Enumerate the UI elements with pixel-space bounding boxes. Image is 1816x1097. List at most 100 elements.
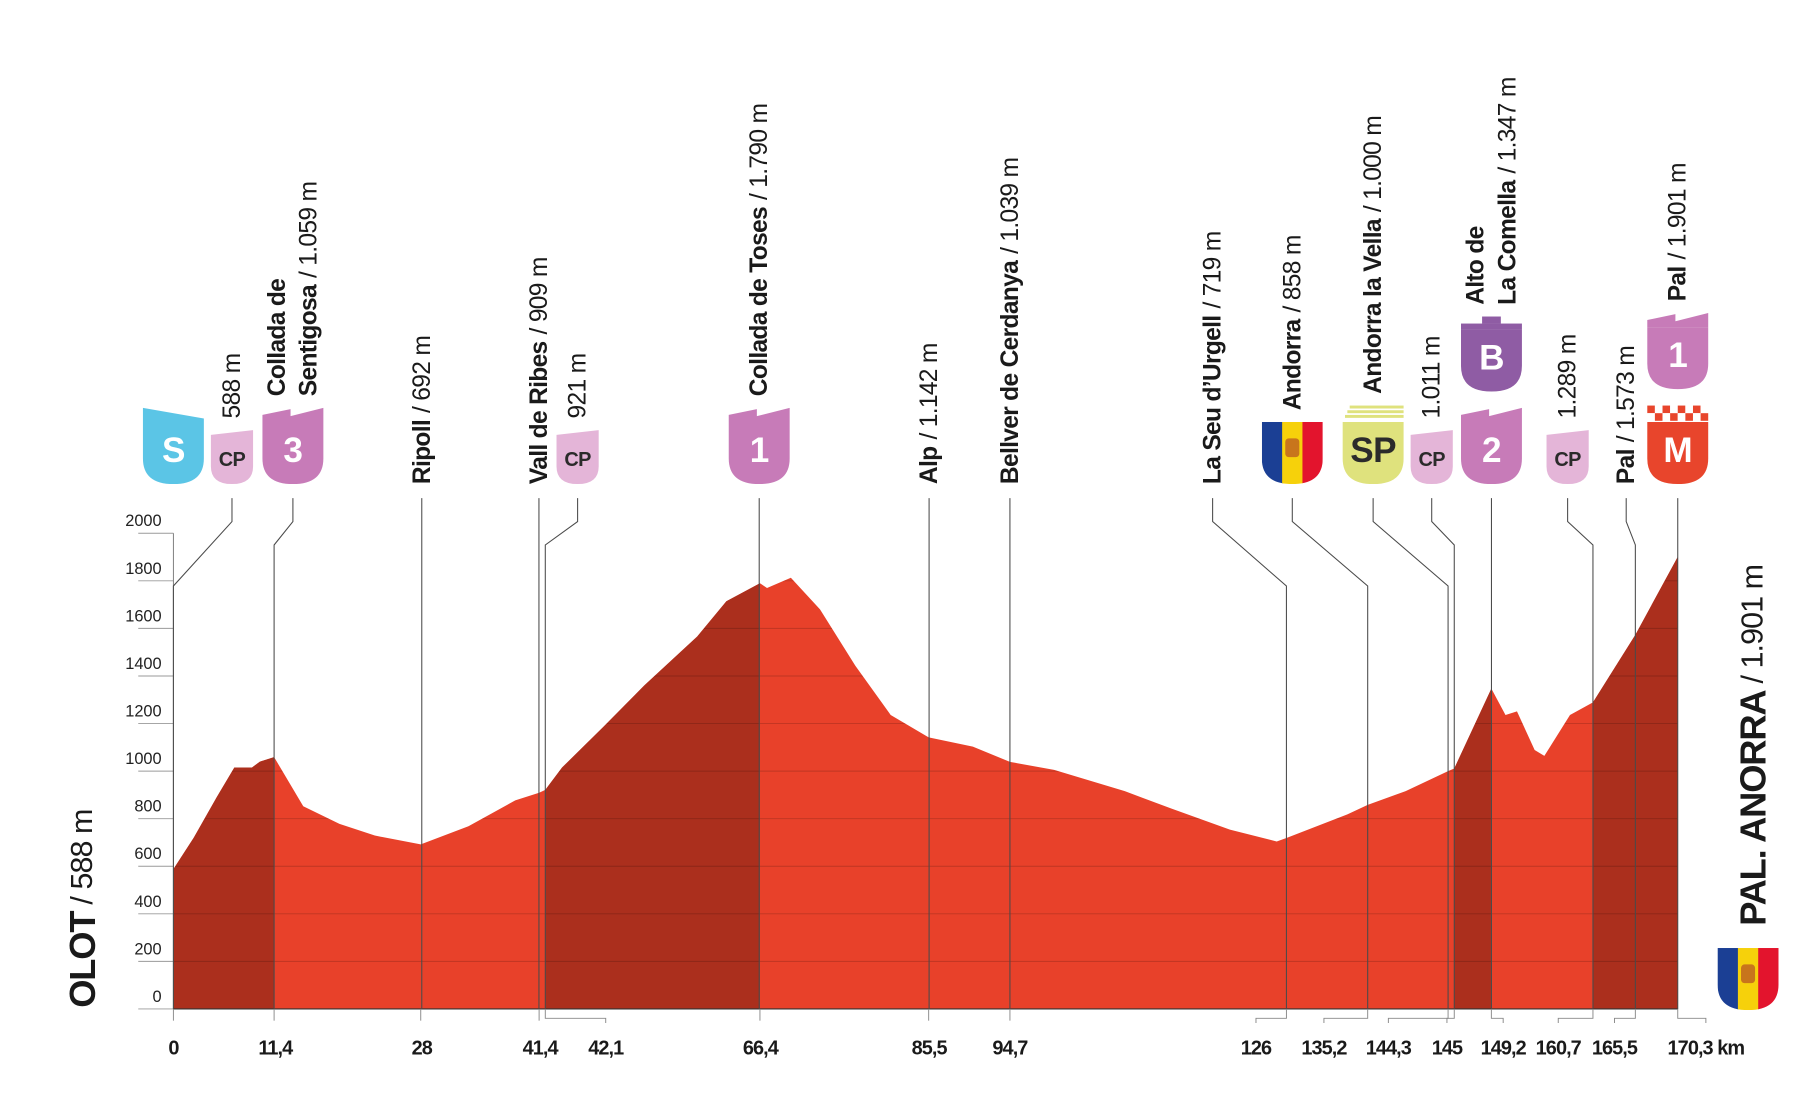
icon-label: 2 (1482, 431, 1501, 470)
icon-label: SP (1350, 431, 1396, 470)
waypoint-label: 1.289 m (1554, 334, 1581, 418)
checker-square (1654, 405, 1663, 414)
checker-square (1647, 405, 1655, 414)
waypoint-leader (1372, 498, 1449, 1009)
x-tick-leader (1677, 1008, 1707, 1024)
start-flag-top (142, 407, 204, 422)
waypoint-altitude: / 1.000 m (1360, 116, 1387, 212)
waypoint-leader (1625, 498, 1636, 1009)
waypoint-name: Pal (1613, 449, 1640, 484)
checker-square (1662, 405, 1671, 414)
checker-square (1685, 413, 1693, 421)
waypoint-label: Collada de Toses / 1.790 m (746, 104, 773, 396)
flag-crest (1285, 438, 1300, 458)
icon-shield (728, 421, 790, 485)
waypoint-leader (172, 498, 233, 1009)
icon-shield (210, 439, 254, 485)
waypoint-altitude: / 692 m (408, 336, 435, 413)
waypoint-label: 1.011 m (1418, 336, 1445, 418)
y-tick-label: 1400 (125, 655, 161, 673)
icon-shield (1461, 421, 1522, 485)
cp-notch (210, 430, 254, 440)
x-tick-leader (1446, 1008, 1455, 1024)
x-tick-label: 165,5 (1592, 1038, 1638, 1060)
checker-square (1654, 413, 1663, 421)
waypoint-label: La Seu d’Urgell / 719 m (1199, 231, 1226, 484)
x-tick-leader (544, 1008, 607, 1024)
y-tick-label: 600 (134, 845, 161, 863)
waypoint-altitude: / 1.059 m (295, 182, 322, 278)
checker-square (1700, 405, 1709, 414)
waypoint-label: Bellver de Cerdanya / 1.039 m (996, 158, 1023, 484)
icon-label: B (1479, 338, 1504, 377)
finish-altitude: / 1.901 m (1736, 565, 1770, 684)
waypoint-label: Alp / 1.142 m (916, 343, 943, 484)
climb-notch (1461, 407, 1522, 422)
waypoint-name: Collada de (264, 279, 291, 396)
waypoint-altitude: / 909 m (525, 257, 552, 334)
start-name: OLOT (62, 911, 103, 1008)
x-tick-label: 144,3 (1366, 1038, 1412, 1060)
tower-top (1482, 316, 1501, 324)
waypoint-label: Sentigosa / 1.059 m (295, 182, 322, 396)
waypoint-name: Alto de (1462, 226, 1489, 304)
waypoint-altitude: / 1.142 m (916, 343, 943, 439)
cp-notch (1410, 430, 1453, 440)
icon-shield (1546, 439, 1589, 485)
waypoint-name: Andorra la Vella (1360, 218, 1387, 394)
waypoint-altitude: / 719 m (1199, 231, 1226, 308)
checker-square (1670, 413, 1678, 421)
x-tick-leader (1614, 1008, 1636, 1024)
x-tick-leader (1255, 1008, 1287, 1024)
waypoint-label: Pal / 1.573 m (1613, 346, 1640, 484)
waypoint-label: Vall de Ribes / 909 m (525, 257, 552, 484)
y-tick-label: 400 (134, 893, 161, 911)
checker-square (1677, 405, 1686, 414)
icon-shield (1410, 439, 1453, 485)
y-tick-label: 1000 (125, 750, 161, 768)
climb-notch (728, 407, 790, 422)
waypoint-altitude: / 858 m (1279, 235, 1306, 312)
x-tick-label: 41,4 (523, 1038, 559, 1060)
icon-label: CP (219, 449, 246, 471)
waypoint-label: 588 m (218, 354, 245, 419)
x-tick-leader (1323, 1008, 1369, 1024)
waypoint-leader (1212, 498, 1287, 1009)
start-altitude: / 588 m (65, 810, 99, 905)
flag-stripe (1758, 948, 1779, 1011)
waypoint-altitude: / 1.347 m (1494, 77, 1521, 173)
checker-square (1662, 413, 1671, 421)
x-tick-label: 149,2 (1481, 1038, 1527, 1060)
waypoint-label: Alto de (1462, 226, 1489, 304)
elevation-profile (173, 556, 1678, 1009)
waypoint-label: Collada de (264, 279, 291, 396)
waypoint-altitude: / 1.573 m (1613, 346, 1640, 442)
x-tick-leader (1387, 1008, 1449, 1024)
waypoint-leader (273, 498, 294, 1009)
sprint-stripe (1347, 410, 1404, 414)
x-tick-leader (1490, 1008, 1504, 1024)
icon-shield (142, 421, 204, 485)
checker-square (1692, 405, 1701, 414)
waypoint-altitude: 921 m (564, 354, 591, 419)
flag-stripe (1302, 421, 1323, 485)
waypoint-altitude: / 1.901 m (1664, 163, 1691, 259)
waypoint-label: La Comella / 1.347 m (1494, 77, 1521, 304)
x-tick-label: 66,4 (743, 1038, 779, 1060)
y-tick-label: 200 (134, 940, 161, 958)
waypoint-name: Alp (916, 446, 943, 484)
climb-notch (1647, 313, 1709, 328)
icon-shield (262, 421, 324, 485)
finish-name: PAL. ANORRA (1732, 690, 1773, 926)
waypoint-altitude: 1.011 m (1418, 336, 1445, 418)
waypoint-altitude: / 1.039 m (996, 158, 1023, 254)
x-tick-label: 94,7 (992, 1038, 1028, 1060)
icon-shield (1461, 329, 1522, 392)
icon-label: 1 (750, 431, 769, 470)
icon-label: CP (564, 449, 591, 471)
x-tick-label: 42,1 (588, 1038, 624, 1060)
waypoint-label: Pal / 1.901 m (1664, 163, 1691, 301)
sprint-stripe (1345, 414, 1404, 418)
icon-shield (1342, 421, 1404, 485)
